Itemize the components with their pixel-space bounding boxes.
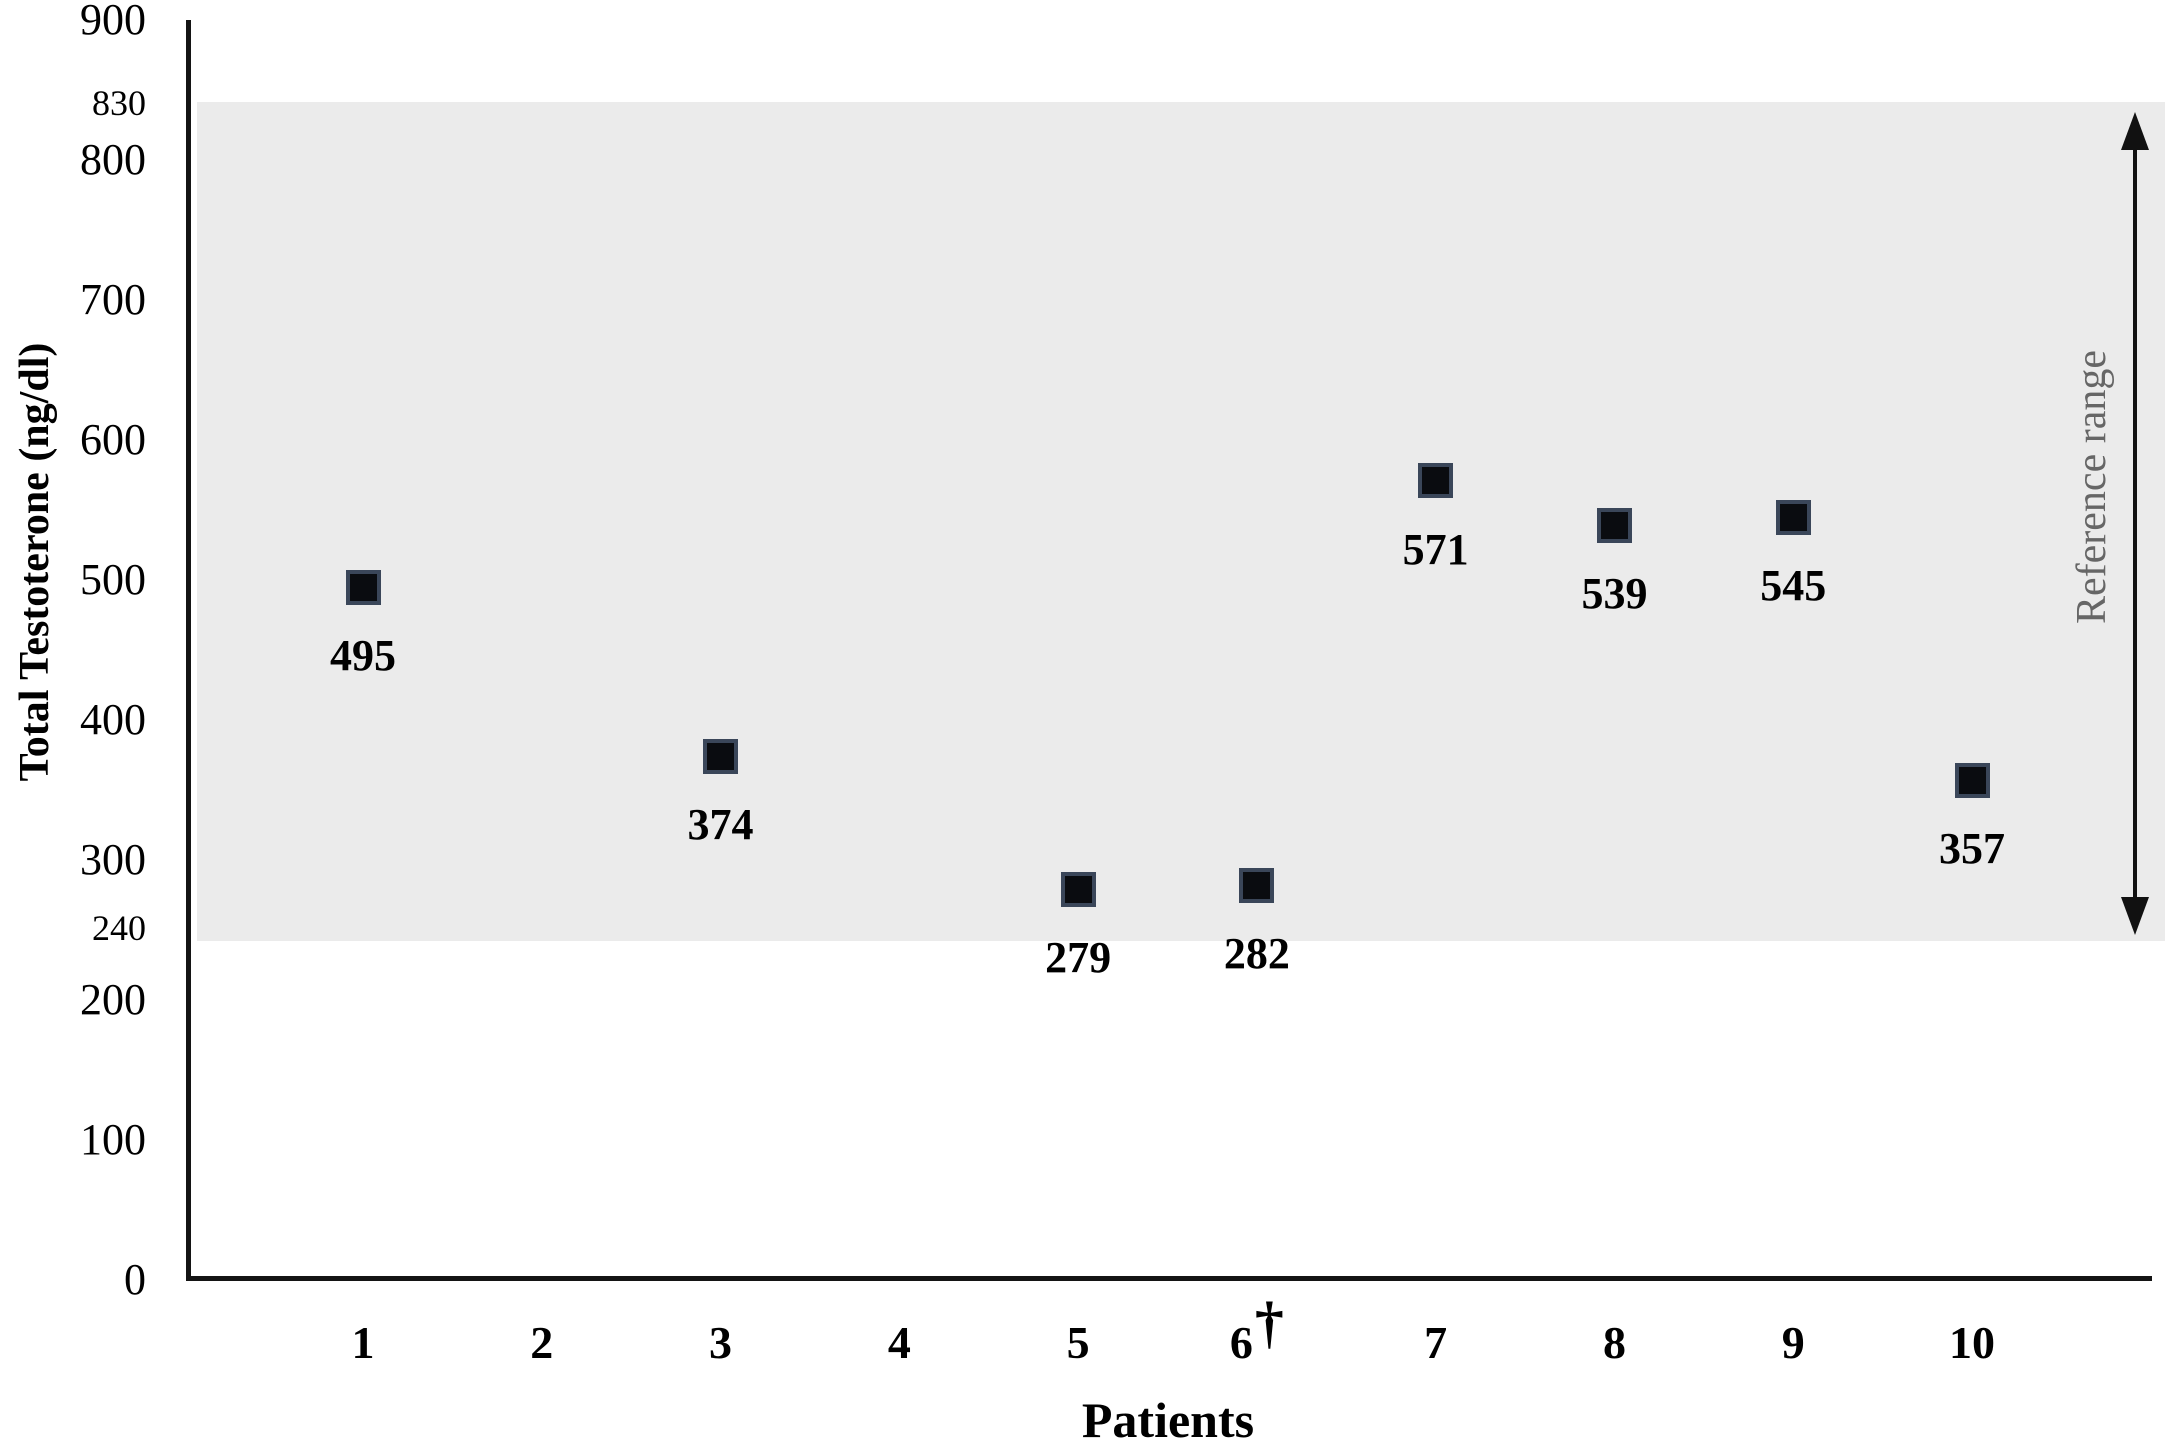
arrow-up-icon	[2121, 112, 2149, 150]
data-point-label: 545	[1760, 561, 1827, 610]
x-tick-label: 7	[1424, 1317, 1448, 1368]
reference-range-label: Reference range	[2069, 350, 2115, 624]
data-point-marker	[1060, 871, 1096, 907]
y-axis-title: Total Testoterone (ng/dl)	[12, 342, 58, 782]
y-tick-label: 600	[80, 415, 146, 464]
arrow-down-icon	[2121, 897, 2149, 935]
y-tick-label: 830	[92, 83, 146, 123]
data-point-label: 357	[1939, 824, 2006, 874]
data-point-label: 571	[1402, 524, 1469, 574]
x-tick-label: 10	[1949, 1317, 1996, 1368]
data-point-label: 279	[1045, 933, 1112, 983]
y-tick-label: 800	[80, 135, 146, 184]
reference-range-band	[197, 102, 2165, 941]
data-point-marker	[1596, 507, 1632, 543]
y-tick-label: 100	[80, 1115, 146, 1164]
y-tick-label: 240	[92, 908, 146, 948]
data-point-marker	[1954, 762, 1990, 798]
data-point-label: 374	[687, 800, 754, 850]
y-tick-label: 0	[124, 1255, 146, 1304]
data-point-marker	[703, 738, 739, 774]
x-tick-label: 8	[1602, 1317, 1626, 1368]
x-tick-label: 4	[887, 1317, 911, 1368]
y-axis-line	[186, 20, 191, 1281]
y-tick-label: 500	[80, 555, 146, 604]
data-point-marker	[1775, 499, 1811, 535]
data-point-label: 539	[1581, 569, 1648, 619]
x-tick-label: 1	[351, 1317, 375, 1368]
x-axis-title: Patients	[1081, 1392, 1255, 1448]
x-tick-label: 2	[530, 1317, 554, 1368]
x-tick-label: 9	[1781, 1317, 1805, 1368]
data-point-label: 495	[330, 631, 396, 680]
x-axis-line	[186, 1276, 2152, 1281]
data-point-marker	[345, 569, 381, 605]
x-tick-label: 5	[1066, 1317, 1090, 1368]
data-point-marker	[1418, 463, 1454, 499]
data-point-label: 282	[1223, 929, 1290, 979]
x-tick-label: 3	[709, 1317, 733, 1368]
x-tick-label: 6†	[1229, 1290, 1284, 1369]
data-point-marker	[1239, 867, 1275, 903]
y-tick-label: 200	[80, 975, 146, 1024]
dagger-icon: †	[1254, 1290, 1284, 1355]
reference-range-arrow	[2133, 146, 2137, 898]
y-tick-label: 300	[80, 835, 146, 884]
y-tick-label: 700	[80, 275, 146, 324]
y-tick-label: 400	[80, 695, 146, 744]
y-tick-label: 900	[80, 0, 146, 44]
